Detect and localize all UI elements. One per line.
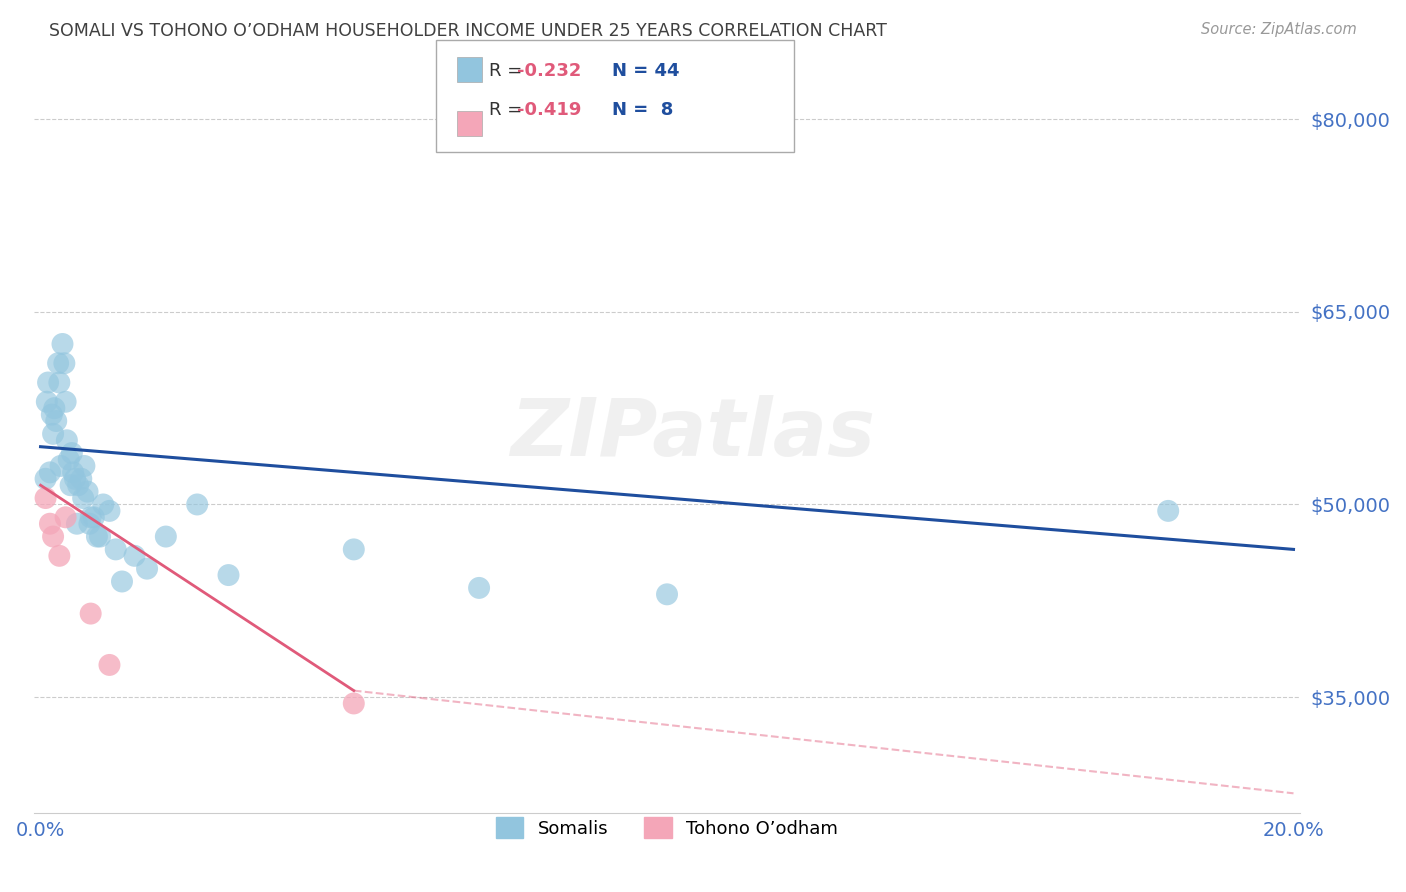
Point	[55, 510, 77, 524]
Point	[42, 426, 65, 441]
Point	[53, 356, 76, 370]
Point	[104, 542, 127, 557]
Point	[72, 491, 94, 505]
Point	[34, 491, 56, 505]
Point	[63, 472, 86, 486]
Point	[60, 446, 83, 460]
Text: ZIPatlas: ZIPatlas	[510, 395, 875, 473]
Text: -0.419: -0.419	[517, 101, 582, 119]
Point	[41, 408, 63, 422]
Text: N =  8: N = 8	[612, 101, 673, 119]
Point	[86, 530, 108, 544]
Point	[48, 376, 70, 390]
Text: -0.232: -0.232	[517, 62, 582, 80]
Point	[343, 542, 366, 557]
Point	[136, 562, 159, 576]
Point	[79, 516, 101, 531]
Point	[343, 697, 366, 711]
Point	[98, 657, 121, 672]
Point	[91, 498, 114, 512]
Point	[1157, 504, 1180, 518]
Point	[39, 516, 62, 531]
Point	[111, 574, 134, 589]
Point	[67, 478, 90, 492]
Point	[49, 458, 72, 473]
Text: Source: ZipAtlas.com: Source: ZipAtlas.com	[1201, 22, 1357, 37]
Point	[155, 530, 177, 544]
Point	[655, 587, 678, 601]
Point	[42, 530, 65, 544]
Point	[55, 394, 77, 409]
Point	[79, 607, 101, 621]
Point	[186, 498, 208, 512]
Point	[89, 530, 111, 544]
Point	[51, 337, 73, 351]
Point	[34, 472, 56, 486]
Point	[83, 510, 105, 524]
Point	[48, 549, 70, 563]
Point	[70, 472, 93, 486]
Legend: Somalis, Tohono O’odham: Somalis, Tohono O’odham	[489, 810, 845, 846]
Text: R =: R =	[489, 62, 529, 80]
Text: SOMALI VS TOHONO O’ODHAM HOUSEHOLDER INCOME UNDER 25 YEARS CORRELATION CHART: SOMALI VS TOHONO O’ODHAM HOUSEHOLDER INC…	[49, 22, 887, 40]
Point	[35, 394, 58, 409]
Point	[58, 452, 80, 467]
Point	[218, 568, 240, 582]
Point	[73, 458, 96, 473]
Point	[124, 549, 146, 563]
Point	[76, 484, 98, 499]
Point	[468, 581, 491, 595]
Point	[62, 466, 84, 480]
Point	[79, 510, 101, 524]
Point	[39, 466, 62, 480]
Text: N = 44: N = 44	[612, 62, 679, 80]
Text: R =: R =	[489, 101, 529, 119]
Point	[46, 356, 69, 370]
Point	[44, 401, 66, 416]
Point	[45, 414, 67, 428]
Point	[37, 376, 59, 390]
Point	[56, 434, 79, 448]
Point	[59, 478, 82, 492]
Point	[66, 516, 89, 531]
Point	[98, 504, 121, 518]
